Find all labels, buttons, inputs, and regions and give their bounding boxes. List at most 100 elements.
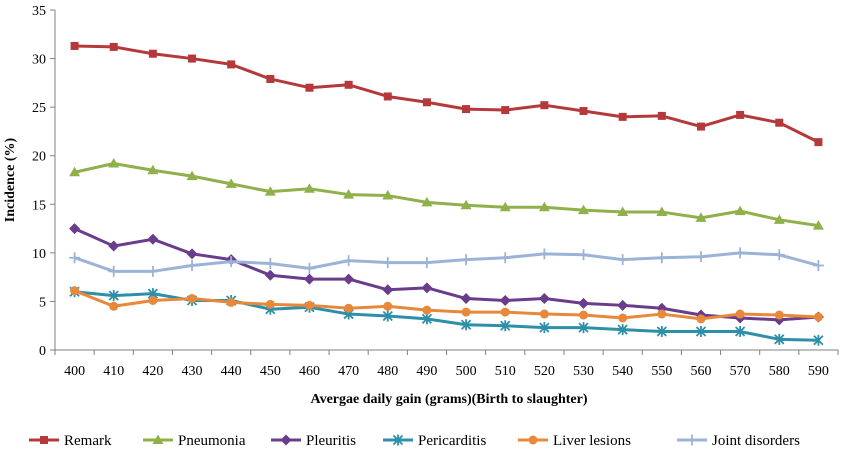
data-point — [108, 290, 119, 302]
data-point — [617, 254, 629, 266]
legend-marker — [152, 434, 164, 444]
data-point — [460, 199, 472, 210]
data-point — [617, 299, 629, 311]
data-point — [186, 170, 198, 181]
data-point — [343, 189, 355, 199]
legend-marker — [686, 434, 698, 446]
x-tick-label: 520 — [534, 364, 555, 379]
data-point — [657, 111, 666, 120]
x-tick-label: 420 — [142, 364, 163, 379]
data-point — [421, 196, 433, 207]
x-tick-label: 470 — [338, 364, 359, 379]
x-tick-label: 410 — [103, 364, 124, 379]
data-point — [344, 80, 353, 89]
x-tick-label: 570 — [730, 364, 751, 379]
legend-label: Pneumonia — [178, 433, 246, 449]
x-tick-label: 510 — [495, 364, 516, 379]
data-point — [461, 307, 471, 317]
data-point — [186, 248, 198, 260]
x-tick-label: 450 — [260, 364, 281, 379]
series-line — [74, 289, 819, 321]
data-point — [656, 206, 668, 217]
legend-item: Liver lesions — [518, 433, 631, 449]
data-point — [70, 286, 80, 296]
data-point — [148, 295, 158, 305]
data-point — [579, 310, 589, 320]
data-point — [695, 326, 707, 338]
data-point — [227, 60, 236, 69]
data-point — [148, 49, 157, 58]
legend-label: Pleuritis — [306, 433, 356, 449]
x-tick-label: 480 — [377, 364, 398, 379]
x-tick-label: 530 — [573, 364, 594, 379]
legend-item: Remark — [29, 433, 112, 449]
x-axis-title: Avergae daily gain (grams)(Birth to slau… — [311, 392, 588, 407]
data-point — [344, 303, 354, 313]
y-tick-label: 5 — [39, 295, 46, 310]
data-point — [147, 233, 159, 245]
series-line — [74, 251, 819, 273]
data-point — [266, 74, 275, 83]
data-point — [108, 265, 120, 277]
data-point — [617, 324, 628, 336]
data-point — [343, 255, 355, 267]
legend-marker — [40, 436, 48, 444]
data-point — [813, 312, 823, 322]
data-point — [382, 284, 394, 296]
data-point — [305, 83, 314, 92]
data-point — [421, 313, 433, 325]
y-axis-title: Incidence (%) — [3, 137, 18, 222]
data-point — [501, 106, 510, 115]
y-tick-label: 25 — [32, 101, 46, 116]
x-tick-label: 400 — [64, 364, 85, 379]
data-point — [499, 201, 511, 212]
data-point — [538, 248, 550, 260]
legend-label: Joint disorders — [712, 433, 800, 449]
data-point — [578, 204, 590, 215]
data-point — [422, 305, 432, 315]
data-point — [109, 42, 118, 51]
data-point — [618, 313, 628, 323]
data-point — [813, 334, 824, 346]
y-tick-label: 35 — [32, 4, 46, 19]
data-point — [421, 282, 433, 294]
data-point — [578, 297, 590, 309]
data-point — [460, 319, 472, 331]
data-point — [539, 322, 550, 334]
data-point — [696, 122, 705, 131]
x-tick-label: 550 — [651, 364, 672, 379]
x-tick-label: 500 — [456, 364, 477, 379]
data-point — [540, 101, 549, 110]
data-point — [382, 257, 394, 269]
data-point — [578, 322, 589, 334]
y-tick-label: 0 — [39, 344, 46, 359]
data-point — [382, 310, 393, 322]
y-tick-label: 30 — [32, 53, 46, 68]
data-point — [812, 259, 824, 271]
data-point — [462, 105, 471, 114]
legend-item: Joint disorders — [677, 433, 800, 449]
data-point — [695, 212, 707, 222]
legend-label: Remark — [64, 433, 112, 449]
data-point — [147, 265, 159, 277]
data-point — [499, 252, 511, 264]
data-point — [422, 98, 431, 107]
x-tick-label: 440 — [221, 364, 242, 379]
data-point — [538, 293, 550, 305]
data-point — [303, 262, 315, 274]
legend-label: Pericarditis — [418, 433, 486, 449]
y-tick-label: 15 — [32, 198, 46, 213]
data-point — [108, 157, 120, 168]
y-tick-label: 20 — [32, 150, 46, 165]
x-tick-label: 490 — [416, 364, 437, 379]
data-point — [303, 183, 315, 193]
data-point — [579, 107, 588, 116]
data-point — [734, 326, 746, 338]
data-point — [421, 257, 433, 269]
data-point — [383, 92, 392, 101]
data-point — [147, 164, 159, 175]
series-line — [74, 44, 820, 144]
data-point — [774, 310, 784, 320]
legend-marker — [392, 434, 404, 446]
